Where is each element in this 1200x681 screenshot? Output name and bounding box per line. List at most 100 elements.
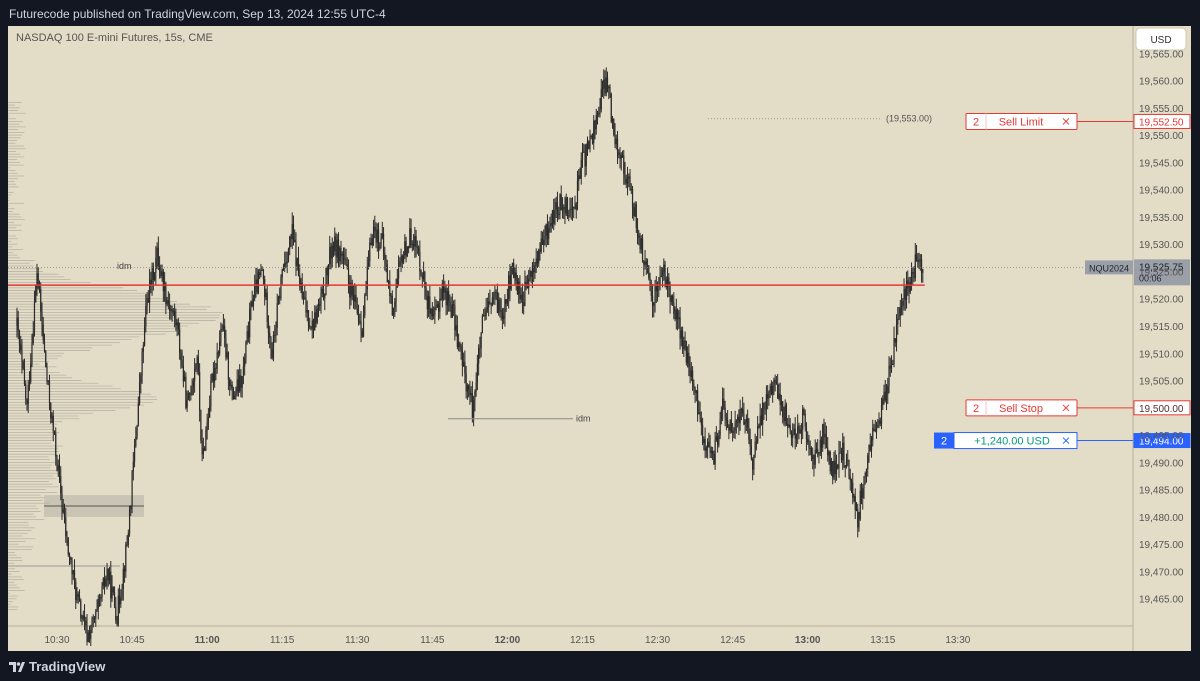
overlays: (19,553.00) idm idm 2 Sell Limit 19,552.50 2 Se… [8,112,1191,450]
candle-body [322,288,325,299]
candle-body [76,594,78,601]
candle-body [743,413,745,425]
candle-body [559,194,561,215]
candle-body [60,476,62,494]
candle-body [530,270,532,277]
y-tick-label: 19,525.00 [1139,267,1184,278]
time-axis[interactable] [8,626,1133,651]
candle-body [719,419,721,436]
candle-body [867,455,869,469]
candle-body [231,384,233,389]
candle-body [540,238,542,252]
candle-body [230,384,232,387]
candle-body [143,325,146,346]
candle-body [239,375,241,392]
candle-body [629,176,631,191]
close-icon[interactable] [1062,437,1070,444]
candle-body [820,439,823,448]
candle-body [58,465,61,477]
order-box [965,112,1078,130]
candle-body [180,352,182,361]
candle-body [426,296,428,310]
candle-body [162,271,164,292]
candle-body [639,238,641,250]
candle-body [379,247,381,249]
chart-area[interactable]: (19,553.00) idm idm 2 Sell Limit 19,552.50 2 Se… [8,26,1191,651]
candle-body [63,512,66,518]
order-position[interactable]: 2 +1,240.00 USD [934,432,1078,450]
candle-body [78,596,81,601]
candle-body [217,352,219,354]
candle-body [742,408,744,414]
candle-body [758,426,760,428]
candle-body [451,304,453,318]
chart-svg[interactable]: (19,553.00) idm idm 2 Sell Limit 19,552.50 2 Se… [8,26,1191,651]
candle-body [443,283,445,293]
candle-body [688,352,690,368]
candle-body [225,338,227,358]
candle-body [137,403,139,426]
y-tick-label: 19,480.00 [1139,513,1184,524]
candle-body [615,138,617,145]
candle-body [614,134,616,145]
candle-body [838,452,840,469]
candle-body [17,317,19,331]
candle-body [75,581,77,601]
candle-body [683,340,685,349]
candle-body [748,427,750,440]
candle-body [544,235,546,240]
candle-body [384,252,386,260]
order-stop[interactable]: 2 Sell Stop [965,399,1078,417]
candle-body [608,86,610,89]
candle-body [370,242,372,246]
candle-body [444,288,446,293]
candle-body [865,468,868,473]
candle-body [769,386,771,392]
candle-body [621,154,624,156]
candle-body [56,456,58,471]
candle-body [827,447,829,456]
candle-body [132,461,134,472]
candle-body [803,409,805,414]
order-price-tag [1133,433,1191,449]
candle-body [835,465,838,475]
currency-button-bg[interactable] [1135,27,1187,51]
candle-body [630,188,632,191]
candle-body [417,247,420,252]
candle-body [503,315,505,319]
candle-body [43,340,46,351]
candle-body [427,296,430,310]
candle-body [513,262,515,278]
y-tick-label: 19,470.00 [1139,567,1184,578]
candle-body [917,259,919,263]
candle-body [200,410,202,441]
candle-body [485,309,487,317]
candle-body [704,439,706,451]
price-axis[interactable] [1133,26,1191,651]
candle-body [468,385,470,390]
candle-body [749,439,751,447]
candle-body [680,330,682,339]
candle-body [55,433,57,457]
order-limit[interactable]: 2 Sell Limit [965,112,1078,130]
candle-body [125,544,127,572]
candle-body [284,262,286,269]
currency-button[interactable]: USD [1150,35,1171,46]
candle-body [699,412,701,419]
candle-body [207,417,209,423]
close-icon[interactable] [1062,404,1070,412]
order-price-label: 19,494.00 [1139,437,1184,448]
candle-body [553,210,555,224]
candle-body [623,155,625,174]
candle-body [351,283,353,296]
candle-body [244,358,246,367]
idm-label-lower: idm [576,414,591,424]
candle-body [813,458,815,465]
candle-body [349,282,351,298]
candle-body [331,245,333,259]
candle-body [464,361,466,374]
candle-body [693,383,695,388]
close-icon[interactable] [1062,118,1070,125]
tradingview-logo[interactable]: TradingView [9,659,105,674]
candle-body [747,418,749,428]
